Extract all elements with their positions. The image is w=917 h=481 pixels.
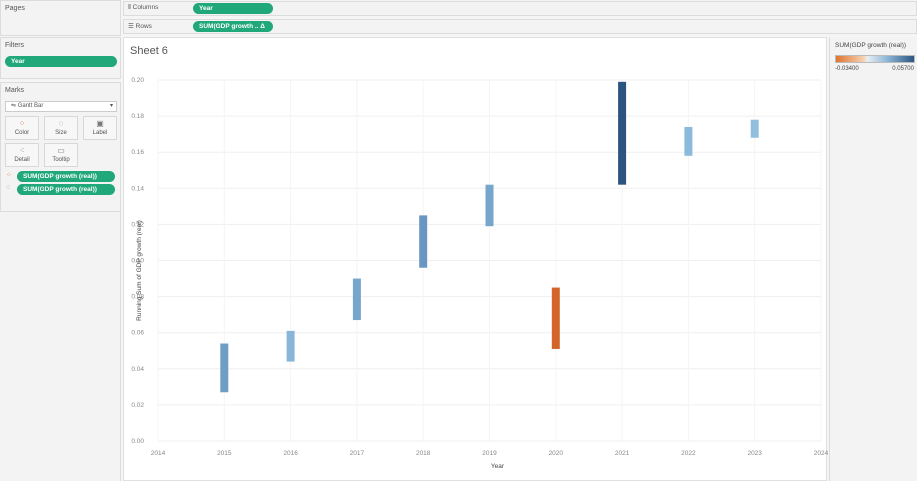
gantt-bar-2023: [750, 119, 759, 138]
rows-icon: ☰: [128, 23, 136, 30]
y-tick-label: 0.08: [131, 294, 144, 301]
x-tick-label: 2015: [217, 450, 232, 457]
color-icon: ⁘: [18, 119, 26, 128]
x-tick-label: 2018: [416, 450, 431, 457]
size-label: Size: [55, 130, 67, 136]
x-tick-label: 2020: [549, 450, 564, 457]
y-tick-label: 0.16: [131, 149, 144, 156]
filter-pill-year[interactable]: Year: [5, 56, 117, 67]
size-field-icon: ◌: [6, 184, 11, 191]
y-tick-label: 0.06: [131, 330, 144, 337]
detail-icon: ⁖: [19, 146, 25, 155]
columns-icon: ⦀: [128, 4, 133, 11]
x-tick-label: 2022: [681, 450, 696, 457]
legend-title: SUM(GDP growth (real)): [835, 42, 907, 49]
worksheet: Sheet 6 0.00 0.02 0.04 0.06 0.08 0.10 0.12 0.14…: [123, 37, 828, 481]
detail-button[interactable]: ⁖ Detail: [5, 143, 39, 167]
gantt-bar-2015: [220, 343, 229, 393]
mark-type-dropdown[interactable]: ⇋ Gantt Bar ▾: [5, 101, 117, 112]
y-tick-label: 0.14: [131, 185, 144, 192]
tooltip-label: Tooltip: [52, 157, 70, 163]
color-label: Color: [14, 130, 30, 136]
gantt-bar-2022: [684, 126, 693, 156]
pages-title: Pages: [5, 5, 25, 12]
color-field-icon: ⁘: [6, 172, 12, 179]
label-label: Label: [92, 130, 108, 136]
x-tick-label: 2019: [482, 450, 497, 457]
legend-gradient: [835, 55, 915, 63]
size-button[interactable]: ◌ Size: [44, 116, 78, 140]
gantt-bar-2017: [352, 278, 361, 321]
gantt-bar-2019: [485, 184, 494, 227]
rows-label: ☰ Rows: [128, 22, 152, 30]
x-tick-label: 2016: [283, 450, 298, 457]
x-tick-label: 2021: [615, 450, 630, 457]
columns-label: ⦀ Columns: [128, 4, 158, 12]
columns-label-text: Columns: [132, 4, 159, 11]
gantt-bar-2016: [286, 330, 295, 362]
gantt-icon: ⇋: [11, 103, 18, 109]
color-button[interactable]: ⁘ Color: [5, 116, 39, 140]
pages-card: Pages: [0, 0, 121, 36]
mark-type-label: Gantt Bar: [17, 103, 44, 109]
tooltip-button[interactable]: ▭ Tooltip: [44, 143, 78, 167]
label-button[interactable]: ▣ Label: [83, 116, 117, 140]
color-field-pill[interactable]: SUM(GDP growth (real)): [17, 171, 115, 182]
gantt-chart: 0.00 0.02 0.04 0.06 0.08 0.10 0.12 0.14 0.16 0.18…: [131, 77, 828, 470]
y-tick-label: 0.18: [131, 113, 144, 120]
label-icon: ▣: [96, 119, 104, 128]
rows-shelf: ☰ Rows SUM(GDP growth .. Δ: [123, 19, 917, 34]
x-tick-label: 2023: [747, 450, 762, 457]
columns-shelf: ⦀ Columns Year: [123, 1, 917, 16]
y-tick-label: 0.12: [131, 221, 144, 228]
legend-max: 0.05700: [892, 66, 914, 72]
filters-title: Filters: [5, 42, 25, 49]
size-field-pill[interactable]: SUM(GDP growth (real)): [17, 184, 115, 195]
gantt-bar-2021: [618, 81, 627, 185]
x-tick-label: 2014: [151, 450, 166, 457]
x-tick-label: 2017: [350, 450, 365, 457]
marks-card: Marks ⇋ Gantt Bar ▾ ⁘ Color ◌ Size ▣ Lab…: [0, 82, 121, 212]
y-tick-label: 0.02: [131, 402, 144, 409]
x-tick-label: 2024: [814, 450, 828, 457]
y-tick-label: 0.04: [131, 366, 144, 373]
chevron-down-icon: ▾: [109, 103, 113, 109]
x-axis-title: Year: [491, 463, 505, 470]
size-icon: ◌: [58, 119, 64, 128]
rows-pill[interactable]: SUM(GDP growth .. Δ: [193, 21, 273, 32]
legend-min: -0.03400: [835, 66, 859, 72]
y-axis-title: Running Sum of GDP growth (real): [136, 220, 143, 321]
rows-label-text: Rows: [135, 23, 152, 30]
tooltip-icon: ▭: [57, 146, 65, 155]
y-tick-label: 0.10: [131, 258, 144, 265]
columns-pill[interactable]: Year: [193, 3, 273, 14]
gantt-bar-2018: [419, 215, 428, 268]
filters-card: Filters Year: [0, 37, 121, 79]
gantt-bar-2020: [551, 287, 560, 349]
left-panel-fill: [0, 212, 121, 481]
marks-title: Marks: [5, 87, 25, 94]
sheet-title: Sheet 6: [130, 45, 168, 57]
color-legend: SUM(GDP growth (real)) -0.03400 0.05700: [829, 37, 917, 481]
y-tick-label: 0.00: [131, 438, 144, 445]
y-tick-label: 0.20: [131, 77, 144, 84]
detail-label: Detail: [14, 157, 30, 163]
